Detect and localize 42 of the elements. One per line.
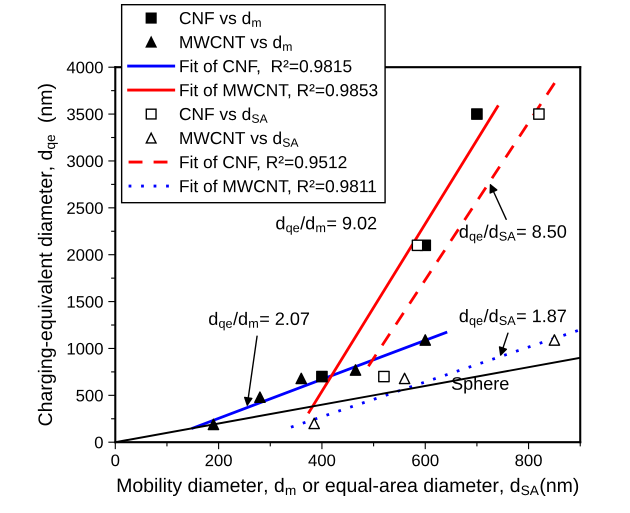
legend-label: Fit of MWCNT, R²=0.9853 <box>180 84 378 98</box>
x-tick-label: 800 <box>515 454 542 466</box>
legend-label: Fit of CNF, R²=0.9815 <box>180 60 352 74</box>
legend-label: Fit of MWCNT, R²=0.9811 <box>180 180 376 194</box>
y-axis-title: Charging-equivalent diameter, d$_{qe}$ (nm) <box>38 84 58 426</box>
point <box>471 108 483 120</box>
point <box>208 418 220 430</box>
x-tick-label: 600 <box>412 454 439 466</box>
annotation: d$_{qe}$/d$_{SA}$= 1.87 <box>460 309 566 328</box>
x-tick-label: 400 <box>308 454 336 466</box>
y-tick-label: 3500 <box>67 108 103 120</box>
point <box>316 370 328 382</box>
point <box>533 108 545 120</box>
y-tick-label: 0 <box>94 436 103 448</box>
y-tick-label: 2500 <box>67 202 103 214</box>
y-tick-label: 4000 <box>66 62 103 74</box>
point <box>378 370 390 382</box>
legend-label: MWCNT vs d$_{SA}$ <box>180 131 298 147</box>
y-tick-label: 1500 <box>68 296 103 308</box>
legend-label: CNF vs d$_{SA}$ <box>180 107 268 123</box>
annotation: d$_{qe}$/d$_{m}$= 2.07 <box>209 312 310 330</box>
point <box>254 391 266 404</box>
x-tick-label: 200 <box>206 454 232 466</box>
annotation: d$_{qe}$/d$_{SA}$= 8.50 <box>460 224 566 244</box>
y-tick-label: 1000 <box>68 342 103 355</box>
y-tick-label: 500 <box>76 390 103 402</box>
point <box>412 239 424 252</box>
point <box>548 334 560 346</box>
point <box>350 364 362 376</box>
y-tick-label: 3000 <box>67 155 103 168</box>
annotation: Sphere <box>452 376 508 394</box>
point <box>419 334 432 346</box>
x-axis-title: Mobility diameter, d$_{m}$ or equal-area diameter, d$_{SA}$(nm) <box>118 478 578 496</box>
legend-label: CNF vs d$_{m}$ <box>180 11 261 27</box>
point <box>308 418 320 430</box>
y-tick-label: 2000 <box>67 249 103 261</box>
point <box>398 372 410 384</box>
annotation: d$_{qe}$/d$_{m}$= 9.02 <box>276 216 376 235</box>
point <box>295 372 308 384</box>
legend-label: Fit of CNF, R²=0.9512 <box>180 156 346 170</box>
legend-label: MWCNT vs d$_{m}$ <box>180 35 292 51</box>
x-tick-label: 0 <box>111 454 120 466</box>
